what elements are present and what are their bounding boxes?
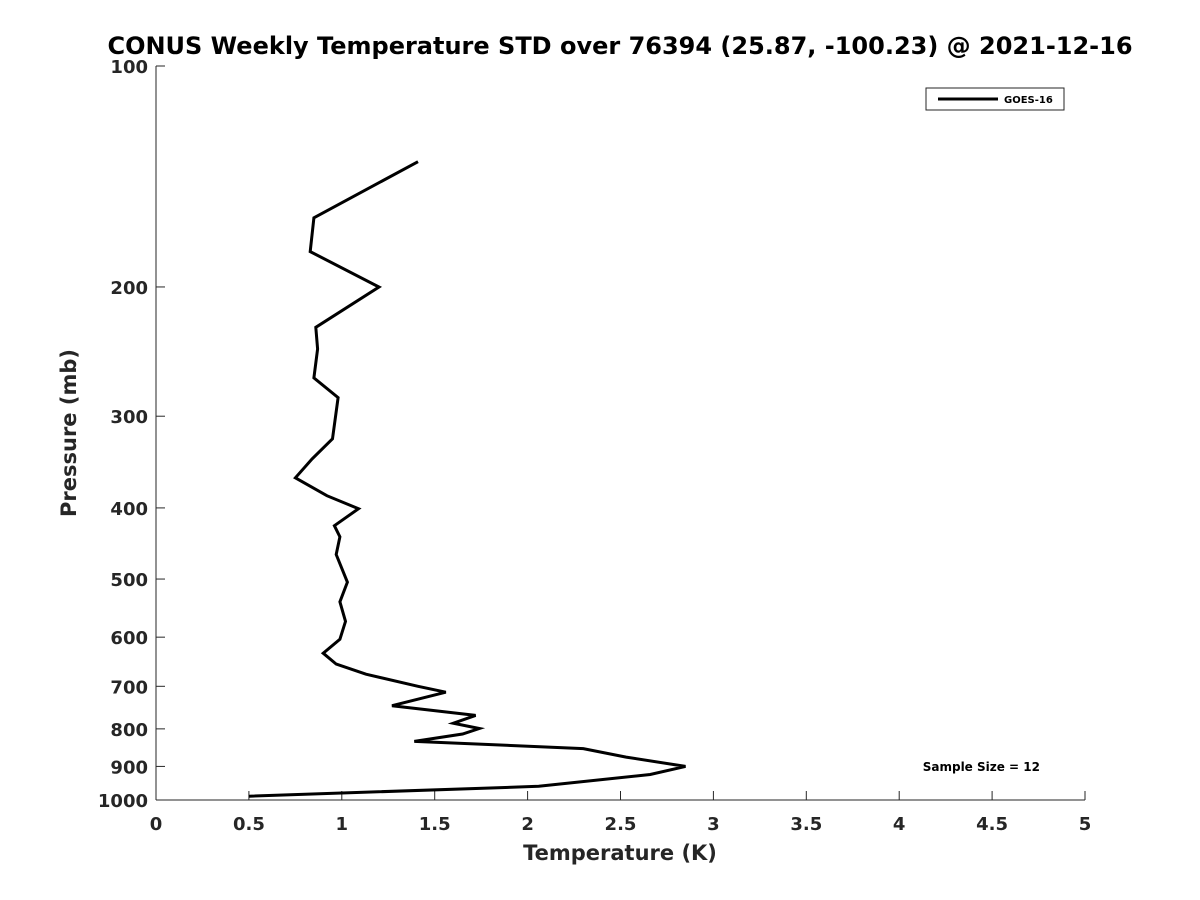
sample-size-annotation: Sample Size = 12 — [923, 760, 1040, 774]
x-tick-label: 5 — [1079, 814, 1092, 835]
x-tick-label: 1.5 — [419, 814, 451, 835]
x-tick-label: 3 — [707, 814, 720, 835]
y-axis-label: Pressure (mb) — [57, 349, 81, 517]
x-tick-label: 3.5 — [790, 814, 822, 835]
plot-area — [155, 66, 1085, 801]
y-ticks: 100 200 300 400 500 600 700 800 900 1000 — [98, 57, 165, 812]
y-tick-label: 300 — [110, 407, 148, 428]
chart-title: CONUS Weekly Temperature STD over 76394 … — [107, 32, 1132, 60]
x-tick-label: 4 — [893, 814, 906, 835]
x-ticks: 0 0.5 1 1.5 2 2.5 3 3.5 4 4.5 5 — [150, 791, 1092, 835]
x-tick-label: 4.5 — [976, 814, 1008, 835]
x-tick-label: 0.5 — [233, 814, 265, 835]
y-tick-label: 500 — [110, 570, 148, 591]
x-tick-label: 2.5 — [605, 814, 637, 835]
y-tick-label: 900 — [110, 757, 148, 778]
y-tick-label: 700 — [110, 677, 148, 698]
y-tick-label: 200 — [110, 278, 148, 299]
x-tick-label: 0 — [150, 814, 163, 835]
legend-label-goes-16: GOES-16 — [1004, 95, 1053, 106]
y-tick-label: 600 — [110, 628, 148, 649]
x-tick-label: 1 — [336, 814, 349, 835]
y-tick-label: 400 — [110, 499, 148, 520]
x-axis-label: Temperature (K) — [523, 841, 717, 865]
y-tick-label: 100 — [110, 57, 148, 78]
series-line-goes-16 — [248, 160, 686, 798]
series-group — [248, 160, 686, 798]
y-tick-label: 800 — [110, 720, 148, 741]
legend: GOES-16 — [925, 87, 1065, 111]
x-tick-label: 2 — [521, 814, 534, 835]
y-tick-label: 1000 — [98, 791, 148, 812]
